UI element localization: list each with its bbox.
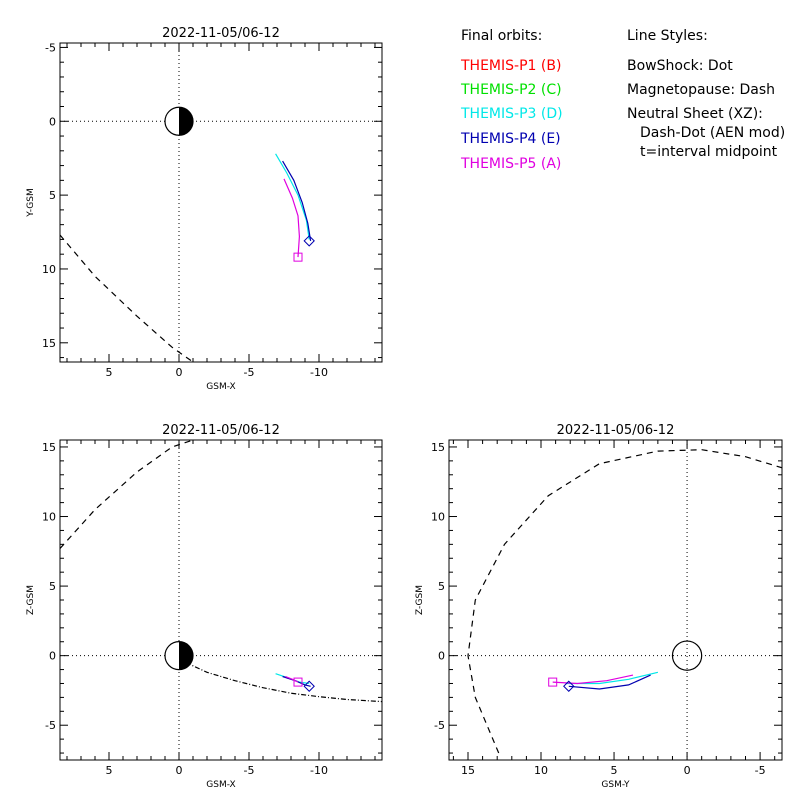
- legend-probe-p4: THEMIS-P4 (E): [460, 131, 561, 147]
- xz-x-tick-label: -10: [310, 764, 328, 777]
- xy-plot-area: [60, 43, 382, 362]
- xy-x-tick-label: 0: [176, 366, 183, 379]
- yz-x-tick-label: 10: [534, 764, 548, 777]
- xy-series-line: [275, 153, 310, 240]
- xz-magnetopause-line: [60, 440, 194, 549]
- legend-style-bowshock: BowShock: Dot: [627, 58, 733, 74]
- yz-square-marker: [548, 677, 558, 687]
- yz-x-tick-label: 0: [684, 764, 691, 777]
- xz-x-tick-label: 5: [106, 764, 113, 777]
- xz-plot-area: [60, 440, 382, 760]
- yz-x-tick-label: -5: [755, 764, 766, 777]
- legend-style-neutral-sheet: Neutral Sheet (XZ):: [627, 106, 763, 122]
- xz-x-tick-label: -5: [244, 764, 255, 777]
- xy-y-tick-label: 15: [42, 337, 56, 350]
- xz-earth-night-side: [179, 641, 194, 670]
- legend-probe-p2: THEMIS-P2 (C): [460, 82, 562, 98]
- xz-y-tick-label: 15: [42, 441, 56, 454]
- xy-plot-panel: 5 0 -5 -10 -5 0 5 10 15 2022-11-05/06-12 GSM-X Y-GS…: [26, 26, 383, 392]
- xz-series-line: [282, 675, 311, 687]
- xz-plot-frame: [59, 439, 383, 761]
- xz-plot-panel: 5 0 -5 -10 -5 0 5 10 15 2022-11-05/06-12 GSM-X Z-GS…: [26, 423, 383, 790]
- yz-plot-frame: [448, 439, 783, 761]
- xz-series-line: [275, 673, 310, 685]
- legend-styles-header: Line Styles:: [627, 28, 708, 44]
- xy-y-tick-label: -5: [45, 41, 56, 54]
- yz-y-tick-label: 0: [438, 650, 445, 663]
- xz-square-marker: [293, 677, 303, 687]
- xz-series-line: [285, 675, 299, 683]
- xy-series-line: [283, 178, 301, 258]
- yz-plot-panel: 15 10 5 0 -5 -5 0 5 10 15 2022-11-05/06-12 GSM-Y Z-G…: [415, 423, 783, 790]
- yz-x-axis-label: GSM-Y: [601, 780, 630, 790]
- xz-x-axis-label: GSM-X: [206, 780, 235, 790]
- yz-x-tick-label: 5: [611, 764, 618, 777]
- legend-probe-p1: THEMIS-P1 (B): [460, 58, 561, 74]
- xz-y-tick-label: 10: [42, 511, 56, 524]
- xy-series-line: [282, 160, 312, 241]
- xy-y-axis-label: Y-GSM: [26, 188, 36, 217]
- xz-x-tick-label: 0: [176, 764, 183, 777]
- xz-diamond-marker: [303, 680, 315, 692]
- xz-neutral-sheet-line: [185, 662, 382, 703]
- legend-style-dashdot: Dash-Dot (AEN mod): [640, 125, 785, 141]
- legend-orbits-header: Final orbits:: [461, 28, 542, 44]
- xz-y-tick-label: -5: [45, 719, 56, 732]
- xy-x-axis-label: GSM-X: [206, 382, 235, 392]
- yz-magnetopause-line: [467, 449, 782, 754]
- yz-diamond-marker: [563, 680, 575, 692]
- xz-y-tick-label: 5: [49, 580, 56, 593]
- xy-plot-frame: [59, 42, 383, 363]
- legend-style-midpoint: t=interval midpoint: [640, 144, 778, 160]
- yz-series-line: [568, 674, 651, 690]
- yz-earth: [671, 640, 703, 671]
- xy-x-tick-label: 5: [106, 366, 113, 379]
- yz-plot-area: [449, 440, 782, 760]
- xy-square-marker: [293, 252, 303, 262]
- xy-diamond-marker: [303, 235, 315, 247]
- legend-style-magnetopause: Magnetopause: Dash: [627, 82, 775, 98]
- yz-y-tick-label: 5: [438, 580, 445, 593]
- xy-magnetopause-line: [60, 234, 194, 362]
- yz-x-tick-label: 15: [461, 764, 475, 777]
- xz-y-tick-label: 0: [49, 650, 56, 663]
- xz-chart-title: 2022-11-05/06-12: [162, 423, 280, 438]
- yz-y-tick-label: 15: [431, 441, 445, 454]
- xy-earth-night-side: [179, 107, 194, 136]
- yz-y-axis-label: Z-GSM: [415, 585, 425, 615]
- xy-x-tick-label: -10: [310, 366, 328, 379]
- xy-y-tick-label: 10: [42, 263, 56, 276]
- legend: Final orbits: THEMIS-P1 (B) THEMIS-P2 (C…: [460, 28, 785, 172]
- legend-probe-p5: THEMIS-P5 (A): [460, 156, 561, 172]
- xy-chart-title: 2022-11-05/06-12: [162, 26, 280, 41]
- xz-y-axis-label: Z-GSM: [26, 585, 36, 615]
- legend-probe-p3: THEMIS-P3 (D): [460, 106, 563, 122]
- xy-x-tick-label: -5: [244, 366, 255, 379]
- xy-y-tick-label: 5: [49, 189, 56, 202]
- xy-y-tick-label: 0: [49, 115, 56, 128]
- yz-series-line: [552, 674, 634, 685]
- yz-chart-title: 2022-11-05/06-12: [557, 423, 675, 438]
- yz-y-tick-label: 10: [431, 511, 445, 524]
- yz-y-tick-label: -5: [434, 719, 445, 732]
